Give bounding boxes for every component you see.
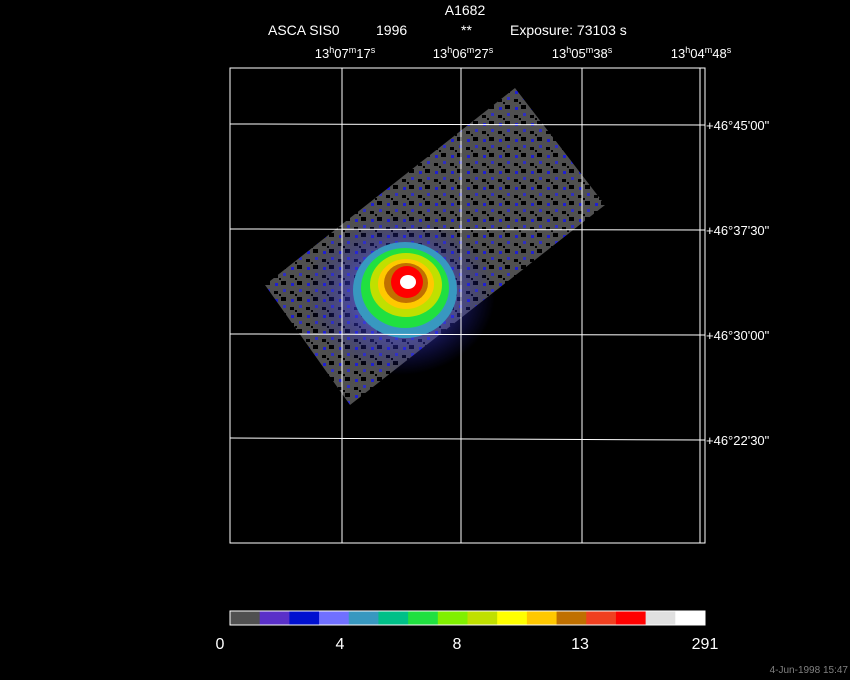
ra-label: 13h04m48s xyxy=(671,45,732,61)
ra-value: 48 xyxy=(712,46,726,61)
instrument: ASCA SIS0 xyxy=(268,22,340,38)
colorbar-cell xyxy=(645,611,676,625)
colorbar-cell xyxy=(467,611,498,625)
ra-value: 13 xyxy=(552,46,566,61)
ra-value: 05 xyxy=(571,46,585,61)
dec-labels: +46°45'00" +46°37'30" +46°30'00" +46°22'30" xyxy=(706,118,770,448)
ra-value: 04 xyxy=(690,46,704,61)
colorbar-cell xyxy=(675,611,706,625)
ra-value: 17 xyxy=(356,46,370,61)
dec-label: +46°22'30" xyxy=(706,433,770,448)
flag: ** xyxy=(461,22,472,38)
ra-unit: m xyxy=(586,45,594,55)
timestamp: 4-Jun-1998 15:47 xyxy=(770,665,849,676)
coordinate-grid xyxy=(229,68,706,543)
ra-unit: h xyxy=(566,45,571,55)
dec-label: +46°45'00" xyxy=(706,118,770,133)
colorbar-cell xyxy=(259,611,290,625)
ra-unit: s xyxy=(727,45,732,55)
plot-frame xyxy=(229,67,706,544)
ra-unit: s xyxy=(371,45,376,55)
ra-unit: h xyxy=(685,45,690,55)
colorbar-cell xyxy=(289,611,320,625)
dec-grid-line xyxy=(229,228,706,231)
ra-unit: s xyxy=(489,45,494,55)
emission-peak xyxy=(400,275,416,289)
ra-unit: h xyxy=(329,45,334,55)
ra-unit: h xyxy=(447,45,452,55)
ra-unit: m xyxy=(349,45,357,55)
colorbar-label: 0 xyxy=(216,636,225,653)
ra-value: 13 xyxy=(671,46,685,61)
ra-value: 07 xyxy=(334,46,348,61)
ra-unit: s xyxy=(608,45,613,55)
colorbar-frame xyxy=(229,610,706,626)
ra-value: 13 xyxy=(315,46,329,61)
colorbar-label: 8 xyxy=(453,636,462,653)
ra-label: 13h06m27s xyxy=(433,45,494,61)
colorbar-cell xyxy=(408,611,439,625)
colorbar-label: 291 xyxy=(692,636,719,653)
colorbar-cell xyxy=(319,611,350,625)
ra-value: 13 xyxy=(433,46,447,61)
ra-labels: 13h07m17s 13h06m27s 13h05m38s 13h04m48s xyxy=(315,45,732,61)
colorbar-cell xyxy=(615,611,647,625)
dec-grid-line xyxy=(229,437,706,441)
ra-label: 13h07m17s xyxy=(315,45,376,61)
ra-value: 06 xyxy=(452,46,466,61)
colorbar-cell xyxy=(497,611,528,625)
colorbar-cell xyxy=(378,611,409,625)
ra-unit: m xyxy=(467,45,475,55)
colorbar: 0 4 8 13 291 xyxy=(216,610,719,653)
colorbar-cell xyxy=(230,611,261,625)
year: 1996 xyxy=(376,22,407,38)
colorbar-label: 13 xyxy=(571,636,589,653)
colorbar-cell xyxy=(586,611,617,625)
dec-grid-line xyxy=(229,333,706,336)
ra-value: 38 xyxy=(593,46,607,61)
ra-label: 13h05m38s xyxy=(552,45,613,61)
dec-grid-line xyxy=(229,123,706,126)
title: A1682 xyxy=(445,2,486,18)
xray-image xyxy=(265,88,605,405)
ra-value: 27 xyxy=(474,46,488,61)
exposure: Exposure: 73103 s xyxy=(510,22,627,38)
colorbar-cell xyxy=(556,611,587,625)
colorbar-cell xyxy=(437,611,468,625)
colorbar-cell xyxy=(526,611,558,625)
colorbar-cell xyxy=(348,611,379,625)
colorbar-label: 4 xyxy=(336,636,345,653)
dec-label: +46°30'00" xyxy=(706,328,770,343)
ra-unit: m xyxy=(705,45,713,55)
dec-label: +46°37'30" xyxy=(706,223,770,238)
